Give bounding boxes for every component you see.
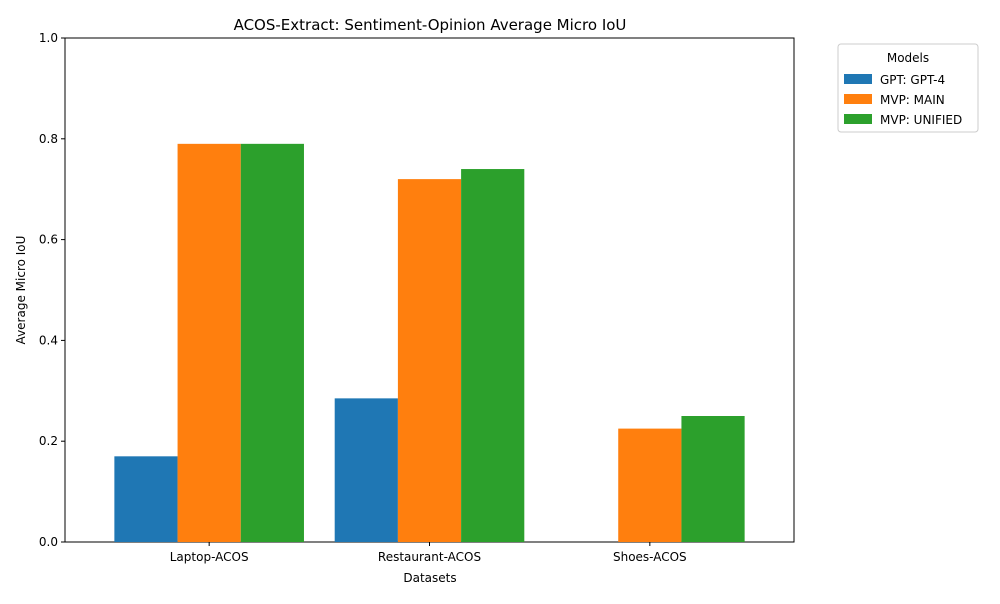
legend-swatch [844, 114, 872, 124]
x-tick-label: Restaurant-ACOS [378, 550, 481, 564]
x-axis: Laptop-ACOS Restaurant-ACOS Shoes-ACOS [170, 542, 687, 564]
bar-gpt-gpt-4-laptop-acos [114, 456, 178, 542]
legend-swatch [844, 74, 872, 84]
legend-items: GPT: GPT-4 MVP: MAIN MVP: UNIFIED [844, 73, 962, 127]
legend-title: Models [887, 51, 929, 65]
bar-mvp-unified-laptop-acos [240, 143, 304, 542]
legend-swatch [844, 94, 872, 104]
y-tick-label: 1.0 [39, 31, 58, 45]
y-tick-label: 0.0 [39, 535, 58, 549]
bars [114, 143, 745, 543]
bar-mvp-main-shoes-acos [618, 428, 682, 542]
legend-frame [837, 43, 979, 133]
y-tick-label: 0.6 [39, 233, 58, 247]
y-tick-label: 0.8 [39, 132, 58, 146]
bar-mvp-unified-restaurant-acos [461, 169, 525, 543]
chart-title: ACOS-Extract: Sentiment-Opinion Average … [234, 16, 627, 34]
y-tick-label: 0.2 [39, 434, 58, 448]
x-tick-label: Shoes-ACOS [613, 550, 687, 564]
x-tick-label: Laptop-ACOS [170, 550, 249, 564]
bar-mvp-unified-shoes-acos [681, 416, 745, 542]
legend-entry-label: MVP: MAIN [880, 93, 945, 107]
y-axis-label: Average Micro IoU [14, 236, 28, 345]
y-tick-label: 0.4 [39, 333, 58, 347]
legend: Models GPT: GPT-4 MVP: MAIN MVP: UNIFIED [837, 43, 979, 133]
bar-mvp-main-laptop-acos [177, 143, 241, 542]
x-axis-label: Datasets [403, 571, 456, 585]
bar-mvp-main-restaurant-acos [397, 179, 462, 542]
bar-gpt-gpt-4-restaurant-acos [334, 398, 398, 542]
legend-entry-label: MVP: UNIFIED [880, 113, 962, 127]
y-axis: 0.0 0.2 0.4 0.6 0.8 1.0 [39, 31, 65, 549]
legend-entry-label: GPT: GPT-4 [880, 73, 945, 87]
